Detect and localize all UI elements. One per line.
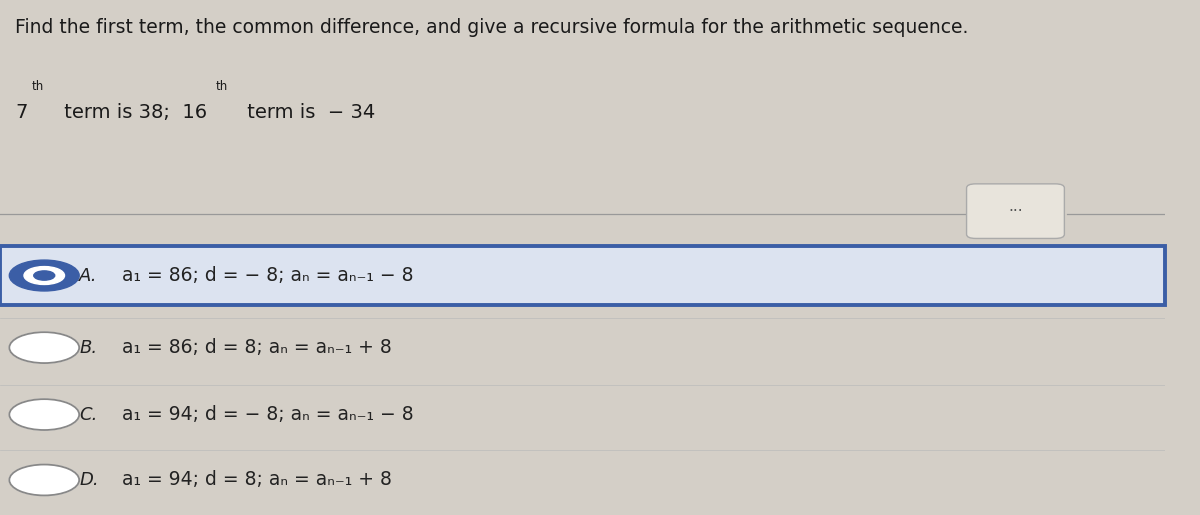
Text: 7: 7	[16, 103, 28, 122]
Circle shape	[10, 399, 79, 430]
Text: A.: A.	[79, 267, 97, 284]
Text: th: th	[31, 80, 43, 93]
Text: term is  − 34: term is − 34	[241, 103, 376, 122]
FancyBboxPatch shape	[966, 184, 1064, 238]
Text: a₁ = 86; d = 8; aₙ = aₙ₋₁ + 8: a₁ = 86; d = 8; aₙ = aₙ₋₁ + 8	[122, 338, 392, 357]
Text: a₁ = 94; d = 8; aₙ = aₙ₋₁ + 8: a₁ = 94; d = 8; aₙ = aₙ₋₁ + 8	[122, 471, 392, 489]
Text: B.: B.	[79, 339, 97, 356]
Text: a₁ = 94; d = − 8; aₙ = aₙ₋₁ − 8: a₁ = 94; d = − 8; aₙ = aₙ₋₁ − 8	[122, 405, 414, 424]
FancyBboxPatch shape	[0, 246, 1164, 305]
Text: th: th	[216, 80, 228, 93]
Circle shape	[10, 465, 79, 495]
Text: C.: C.	[79, 406, 97, 423]
Circle shape	[34, 271, 55, 280]
Circle shape	[10, 332, 79, 363]
Circle shape	[10, 260, 79, 291]
Text: D.: D.	[79, 471, 98, 489]
Text: ···: ···	[1008, 203, 1022, 219]
Text: term is 38;  16: term is 38; 16	[59, 103, 208, 122]
Text: a₁ = 86; d = − 8; aₙ = aₙ₋₁ − 8: a₁ = 86; d = − 8; aₙ = aₙ₋₁ − 8	[122, 266, 414, 285]
Text: Find the first term, the common difference, and give a recursive formula for the: Find the first term, the common differen…	[16, 18, 968, 37]
Circle shape	[24, 267, 65, 284]
